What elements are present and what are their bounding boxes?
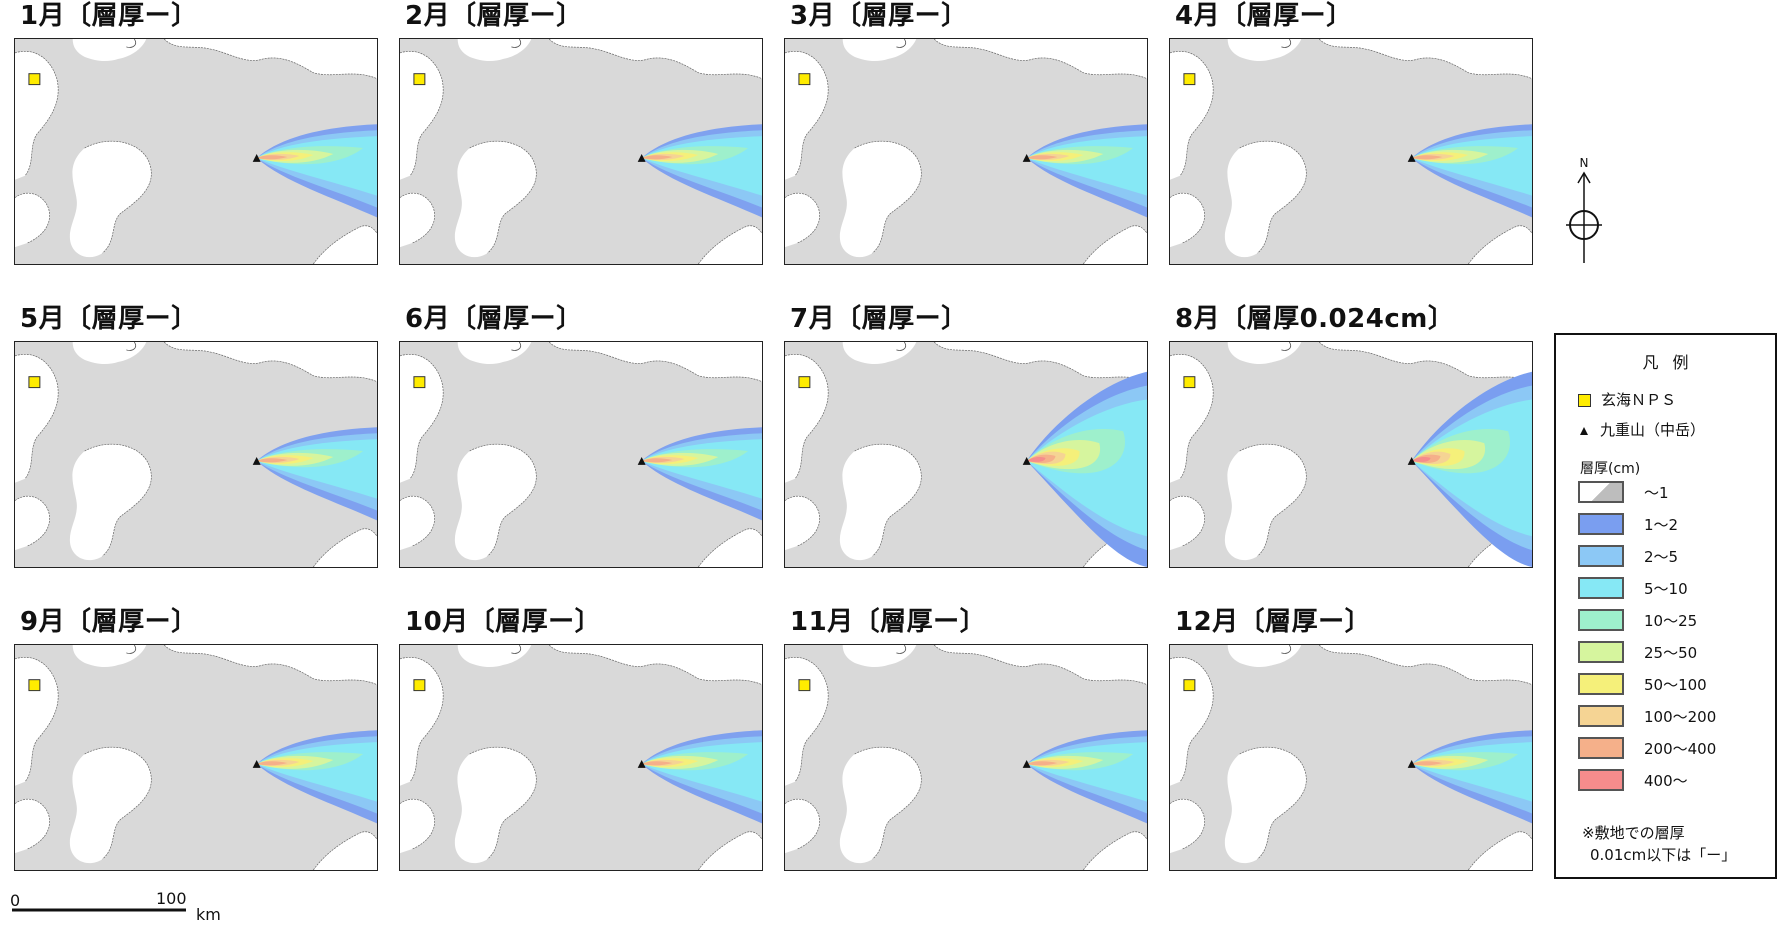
map-panel-2: 2月〔層厚ー〕 [399, 0, 763, 265]
map-panel-6: 6月〔層厚ー〕 [399, 303, 763, 568]
legend-class-label: ～1 [1644, 484, 1669, 502]
map [784, 644, 1148, 871]
legend-note: ※敷地での層厚 0.01cm以下は「ー」 [1582, 822, 1736, 866]
legend-note-line2: 0.01cm以下は「ー」 [1590, 846, 1737, 864]
map-panel-12: 12月〔層厚ー〕 [1169, 606, 1533, 871]
map [14, 341, 378, 568]
legend-swatch [1578, 545, 1624, 567]
panel-title: 8月〔層厚0.024cm〕 [1175, 304, 1455, 334]
panel-title: 11月〔層厚ー〕 [790, 607, 987, 637]
legend-swatch [1578, 513, 1624, 535]
square-marker-icon [1578, 394, 1591, 407]
legend-class-label: 5～10 [1644, 580, 1688, 598]
map-panel-9: 9月〔層厚ー〕 [14, 606, 378, 871]
map [14, 644, 378, 871]
triangle-marker-icon [1580, 426, 1588, 435]
legend-thickness-header: 層厚(cm) [1580, 461, 1641, 477]
map [1169, 644, 1533, 871]
panel-title: 12月〔層厚ー〕 [1175, 607, 1372, 637]
legend-swatch [1578, 673, 1624, 695]
map [399, 341, 763, 568]
legend-class-label: 1～2 [1644, 516, 1679, 534]
map [784, 341, 1148, 568]
legend-swatch [1578, 609, 1624, 631]
legend-class-label: 200～400 [1644, 740, 1717, 758]
panel-title: 5月〔層厚ー〕 [20, 304, 198, 334]
legend-nps: 玄海ＮＰＳ [1578, 389, 1676, 411]
legend-volcano-label: 九重山（中岳） [1600, 421, 1706, 439]
map-panel-3: 3月〔層厚ー〕 [784, 0, 1148, 265]
map [399, 38, 763, 265]
panel-title: 7月〔層厚ー〕 [790, 304, 968, 334]
panel-title: 1月〔層厚ー〕 [20, 1, 198, 31]
legend-swatch [1578, 641, 1624, 663]
legend-swatch [1578, 769, 1624, 791]
scale-max-label: 100 [156, 889, 187, 908]
panel-title: 9月〔層厚ー〕 [20, 607, 198, 637]
legend-class-label: 100～200 [1644, 708, 1717, 726]
panel-title: 6月〔層厚ー〕 [405, 304, 583, 334]
legend-title: 凡例 [1642, 353, 1703, 372]
panel-title: 3月〔層厚ー〕 [790, 1, 968, 31]
map-panel-4: 4月〔層厚ー〕 [1169, 0, 1533, 265]
legend-volcano: 九重山（中岳） [1578, 419, 1705, 441]
map-panel-7: 7月〔層厚ー〕 [784, 303, 1148, 568]
map-panel-10: 10月〔層厚ー〕 [399, 606, 763, 871]
scale-unit-label: km [196, 905, 221, 924]
legend-class-label: 10～25 [1644, 612, 1698, 630]
legend-swatch [1578, 481, 1624, 503]
legend-class-label: 400～ [1644, 772, 1688, 790]
scale-zero-label: 0 [10, 891, 20, 910]
map-panel-11: 11月〔層厚ー〕 [784, 606, 1148, 871]
legend-class-label: 50～100 [1644, 676, 1707, 694]
map [14, 38, 378, 265]
map [1169, 38, 1533, 265]
panel-title: 2月〔層厚ー〕 [405, 1, 583, 31]
legend: 凡例 玄海ＮＰＳ 九重山（中岳） 層厚(cm) ～1 1～2 2～5 5～10 … [1554, 333, 1777, 879]
map-panel-5: 5月〔層厚ー〕 [14, 303, 378, 568]
panel-title: 10月〔層厚ー〕 [405, 607, 602, 637]
legend-note-line1: ※敷地での層厚 [1582, 824, 1685, 842]
north-arrow-icon: N [1560, 155, 1608, 267]
legend-nps-label: 玄海ＮＰＳ [1601, 391, 1677, 409]
north-label: N [1580, 156, 1589, 170]
map [784, 38, 1148, 265]
map-panel-1: 1月〔層厚ー〕 [14, 0, 378, 265]
panel-title: 4月〔層厚ー〕 [1175, 1, 1353, 31]
map [399, 644, 763, 871]
legend-class-label: 2～5 [1644, 548, 1679, 566]
legend-class-label: 25～50 [1644, 644, 1698, 662]
map [1169, 341, 1533, 568]
legend-swatch [1578, 737, 1624, 759]
legend-swatch [1578, 577, 1624, 599]
scale-bar: 0 100 km [10, 886, 230, 924]
legend-swatch [1578, 705, 1624, 727]
map-panel-8: 8月〔層厚0.024cm〕 [1169, 303, 1533, 568]
